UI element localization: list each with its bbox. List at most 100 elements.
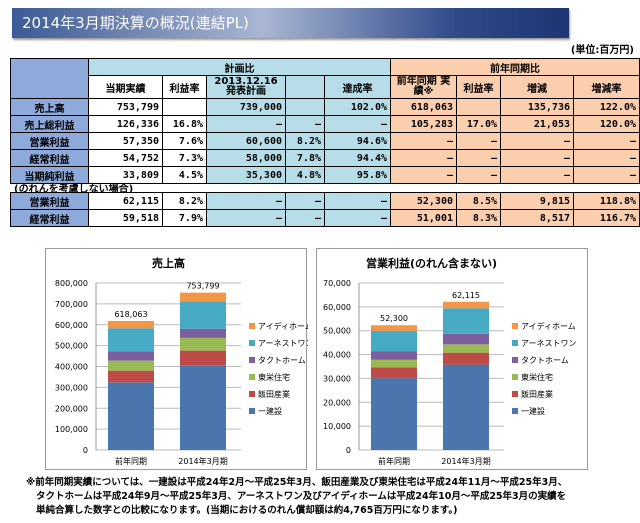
pl-summary-table: 計画比 前年同期比 当期実績 利益率 2013.12.16 発表計画 達成率 前… [10,58,640,184]
table-cell: 8.2% [285,132,325,150]
bar-segment-1 [443,352,489,365]
table-row: 営業利益 57,350 7.6% 60,600 8.2% 94.6% – – – – [10,132,640,150]
plan-group-header: 計画比 [88,58,391,76]
table-cell: – [324,192,391,210]
table-row: 売上総利益 126,336 16.8% – – –105,283 17.0% 21,053 12… [10,115,640,133]
table-cell: 4.8% [285,166,325,184]
table-cell: – [285,115,325,133]
y-tick-label: 300,000 [55,383,88,392]
table-row: 売上高 753,799 739,000 102.0% 618,063 135,736 122… [10,98,640,116]
table-row: 当期純利益 33,809 4.5% 35,300 4.8% 95.8% – – – – [10,166,640,184]
y-tick-label: 30,000 [323,374,351,383]
col-header: 前年同期 実績※ [390,75,457,99]
bar-segment-0 [108,382,154,450]
col-header: 達成率 [324,75,391,99]
bar-segment-5 [371,325,417,331]
row-label: 売上高 [10,98,89,116]
table-cell: 8.5% [456,192,501,210]
table-cell: 7.3% [162,149,207,167]
legend-swatch [512,357,518,363]
footnote-line: タクトホームは平成24年9月～平成25年3月、アーネストワン及びアイディホームは… [36,491,567,502]
table-cell [285,98,325,116]
table-cell: 8.2% [162,192,207,210]
y-tick-label: 50,000 [323,327,351,336]
legend-swatch [249,391,255,397]
legend-label: 東栄住宅 [258,372,290,382]
x-tick-label: 前年同期 [378,456,410,466]
y-tick-label: 700,000 [55,300,88,309]
row-label: 営業利益 [10,192,89,210]
chart-title: 営業利益(のれん含まない) [366,256,497,270]
table-cell: 4.5% [162,166,207,184]
footnote-line: 単純合算した数字との比較になります。(当期におけるのれん償却額は約4,765百万… [36,505,458,516]
table-cell: – [500,166,574,184]
bar-segment-3 [108,351,154,361]
y-tick-label: 40,000 [323,351,351,360]
table-cell: 33,809 [88,166,163,184]
bar-segment-1 [371,367,417,379]
legend-label: タクトホーム [521,356,569,365]
legend-label: 東栄住宅 [521,372,553,382]
legend-swatch [512,340,518,346]
legend-label: 飯田産業 [258,389,290,399]
table-cell: – [500,149,574,167]
table-cell: – [500,132,574,150]
table-row: 営業利益 62,115 8.2% – – –52,300 8.5% 9,815 118.8% [10,192,640,210]
legend-swatch [249,408,255,414]
table-cell [456,98,501,116]
bar-segment-5 [108,320,154,329]
legend-label: 飯田産業 [521,389,553,399]
total-label: 52,300 [380,314,408,323]
table-cell [162,98,207,116]
bar-segment-2 [371,359,417,368]
table-cell: 35,300 [206,166,286,184]
x-tick-label: 2014年3月期 [441,456,490,466]
y-tick-label: 100,000 [55,425,88,434]
y-tick-label: 500,000 [55,342,88,351]
table-cell: 135,736 [500,98,574,116]
table-cell: 118.8% [573,192,640,210]
prev-group-header: 前年同期比 [390,58,640,76]
table-cell: 7.9% [162,209,207,227]
table-cell: – [456,166,501,184]
table-cell: 51,001 [390,209,457,227]
total-label: 618,063 [114,310,147,319]
table-cell: 739,000 [206,98,286,116]
bar-segment-2 [180,337,226,351]
table-cell: 54,752 [88,149,163,167]
bar-segment-5 [180,292,226,302]
col-header: 当期実績 [88,75,163,99]
table-cell: 8.3% [456,209,501,227]
row-label: 経常利益 [10,149,89,167]
table-cell: 116.7% [573,209,640,227]
col-header: 増減 [500,75,574,99]
table-cell: 753,799 [88,98,163,116]
sales-chart: 売上高 0 100,000 200,000 300,000 400,000 500,000 6… [45,248,314,470]
col-header: 2013.12.16 発表計画 [206,75,286,99]
unit-label: (単位:百万円) [570,45,634,56]
page-title: 2014年3月期決算の概況(連結PL) [12,8,569,38]
bar-segment-2 [108,360,154,371]
bar-segment-0 [371,378,417,450]
operating-profit-chart: 営業利益(のれん含まない) 0 10,000 20,000 30,000 40,000 50… [316,248,588,470]
col-header: 増減率 [573,75,640,99]
table-cell: – [206,115,286,133]
y-tick-label: 70,000 [323,279,351,288]
bar-segment-2 [443,344,489,353]
goodwill-note: (のれんを考慮しない場合) [14,184,134,195]
bar-segment-4 [180,301,226,329]
col-header [285,75,325,99]
table-cell: 62,115 [88,192,163,210]
bar-segment-4 [108,328,154,352]
y-tick-label: 0 [346,446,351,455]
table-cell: 95.8% [324,166,391,184]
y-tick-label: 20,000 [323,398,351,407]
bar-segment-0 [443,364,489,450]
total-label: 753,799 [186,282,219,291]
table-cell: 58,000 [206,149,286,167]
bar-segment-3 [443,333,489,345]
table-cell: – [573,166,640,184]
table-cell: 8,517 [500,209,574,227]
table-cell: 618,063 [390,98,457,116]
bar-segment-3 [371,351,417,360]
